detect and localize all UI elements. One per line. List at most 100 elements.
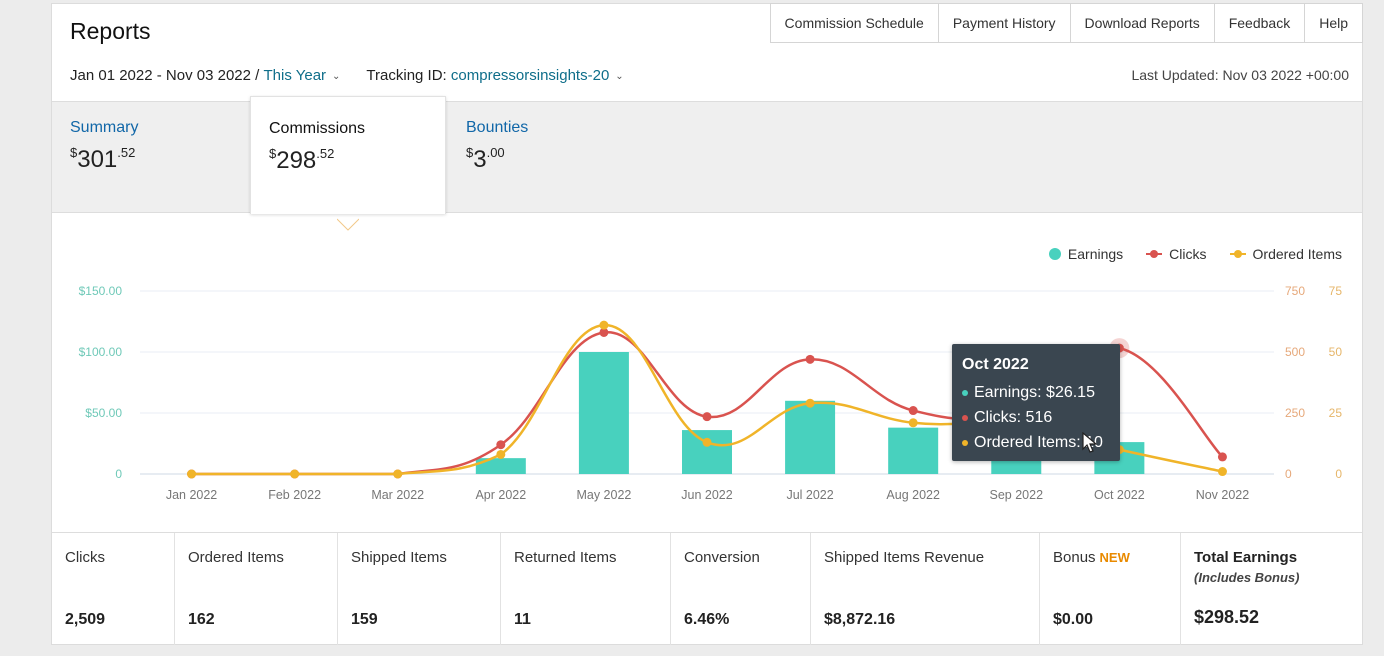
last-updated: Last Updated: Nov 03 2022 +00:00	[1131, 67, 1349, 83]
ordered-items-point	[187, 469, 197, 479]
stat-conversion: Conversion 6.46%	[671, 533, 811, 645]
stat-value: $8,872.16	[824, 611, 896, 628]
y-right2-tick-label: 75	[1329, 284, 1343, 298]
summary-tabs: Summary $301.52 Commissions $298.52 Boun…	[52, 96, 1362, 214]
y-left-tick-label: 0	[115, 467, 122, 481]
tab-label: Commissions	[269, 120, 366, 137]
date-separator: /	[250, 67, 264, 84]
earnings-chart: Earnings Clicks Ordered Items 0 $50.00 $10…	[52, 214, 1362, 534]
x-tick-label: Nov 2022	[1196, 488, 1250, 502]
legend-earnings[interactable]: Earnings	[1048, 246, 1123, 262]
chevron-down-icon[interactable]: ⌄	[615, 71, 624, 82]
top-nav: Commission Schedule Payment History Down…	[769, 3, 1363, 43]
download-reports-link[interactable]: Download Reports	[1070, 3, 1215, 43]
feedback-link[interactable]: Feedback	[1214, 3, 1306, 43]
stat-total-earnings: Total Earnings (Includes Bonus) $298.52	[1181, 533, 1362, 645]
chart-plot: 0 $50.00 $100.00 $150.00 0 250 500 750 0 25 50 75 Ja…	[79, 284, 1343, 502]
tab-summary[interactable]: Summary $301.52	[52, 102, 248, 214]
y-right-tick-label: 0	[1285, 467, 1292, 481]
y-left-tick-label: $50.00	[85, 406, 122, 420]
stat-returned-items: Returned Items 11	[501, 533, 671, 645]
legend-label: Earnings	[1067, 246, 1124, 262]
x-tick-label: May 2022	[576, 488, 631, 502]
stat-label: Conversion	[684, 549, 760, 566]
clicks-point	[1217, 452, 1227, 462]
help-link[interactable]: Help	[1305, 3, 1363, 43]
legend-label: Ordered Items	[1252, 246, 1342, 262]
x-tick-label: Sep 2022	[990, 488, 1044, 502]
ordered-items-point	[393, 469, 403, 479]
stat-value: 11	[514, 611, 531, 628]
stat-label: Bonus NEW	[1053, 549, 1130, 566]
y-right2-tick-label: 0	[1335, 467, 1342, 481]
stat-bonus: Bonus NEW $0.00	[1040, 533, 1181, 645]
x-tick-label: Mar 2022	[371, 488, 424, 502]
legend-clicks[interactable]: Clicks	[1145, 246, 1207, 262]
y-right2-tick-label: 25	[1329, 406, 1343, 420]
stat-ordered-items: Ordered Items 162	[175, 533, 338, 645]
x-tick-label: Jul 2022	[786, 488, 833, 502]
page-title: Reports	[70, 18, 151, 44]
stat-value: 2,509	[65, 611, 106, 628]
stats-bar: Clicks 2,509 Ordered Items 162 Shipped I…	[52, 532, 1362, 645]
clicks-point	[599, 327, 609, 337]
y-right2-tick-label: 50	[1329, 345, 1343, 359]
ordered-items-point	[1217, 467, 1227, 477]
earnings-dot-icon	[1048, 248, 1061, 260]
clicks-line-icon	[1146, 250, 1163, 258]
earnings-bar	[785, 400, 836, 474]
filter-row: Jan 01 2022 - Nov 03 2022 / This Year ⌄ …	[70, 67, 650, 84]
stat-value: 159	[351, 611, 378, 628]
ordered-items-point	[805, 398, 815, 408]
payment-history-link[interactable]: Payment History	[938, 3, 1071, 43]
stat-label: Returned Items	[514, 549, 617, 566]
chart-tooltip: Oct 2022 Earnings: $26.15 Clicks: 516 Or…	[952, 344, 1120, 461]
tooltip-row-ordered-items: Ordered Items: 10	[962, 430, 1110, 455]
stat-value: $298.52	[1194, 607, 1260, 627]
tracking-label: Tracking ID:	[366, 67, 451, 84]
x-tick-label: Jan 2022	[166, 488, 217, 502]
new-badge: NEW	[1099, 550, 1130, 565]
y-right-tick-label: 500	[1285, 345, 1305, 359]
stat-value: 162	[188, 611, 215, 628]
tab-commissions[interactable]: Commissions $298.52	[250, 96, 446, 214]
commission-schedule-link[interactable]: Commission Schedule	[769, 3, 939, 43]
clicks-point	[908, 406, 918, 416]
tab-amount: $298.52	[269, 146, 335, 174]
stat-value: 6.46%	[684, 611, 730, 628]
legend-label: Clicks	[1169, 246, 1207, 262]
tab-bounties[interactable]: Bounties $3.00	[448, 102, 644, 214]
tab-amount: $3.00	[466, 145, 505, 173]
stat-sublabel: (Includes Bonus)	[1194, 570, 1300, 585]
clicks-point	[496, 440, 506, 450]
tab-label: Summary	[70, 119, 139, 136]
y-left-tick-label: $100.00	[79, 345, 123, 359]
date-range: Jan 01 2022 - Nov 03 2022	[70, 67, 251, 84]
tab-amount: $301.52	[70, 145, 136, 173]
stat-shipped-items: Shipped Items 159	[338, 533, 501, 645]
y-right-tick-label: 250	[1285, 406, 1305, 420]
legend-ordered-items[interactable]: Ordered Items	[1229, 246, 1342, 262]
clicks-point	[805, 354, 815, 364]
period-dropdown[interactable]: This Year	[263, 67, 327, 84]
mouse-cursor-icon	[1082, 432, 1098, 453]
y-right-tick-label: 750	[1285, 284, 1305, 298]
earnings-bar	[578, 352, 629, 474]
ordered-items-point	[599, 320, 609, 330]
ordered-items-point	[496, 449, 506, 459]
x-tick-label: Oct 2022	[1094, 488, 1145, 502]
ordered-items-point	[702, 437, 712, 447]
tracking-id-dropdown[interactable]: compressorsinsights-20	[450, 67, 610, 84]
x-tick-label: Aug 2022	[886, 488, 940, 502]
y-left-tick-label: $150.00	[79, 284, 123, 298]
stat-label: Shipped Items Revenue	[824, 549, 985, 566]
earnings-bar	[682, 430, 732, 474]
ordered-items-point	[290, 469, 300, 479]
active-tab-pointer	[337, 218, 359, 231]
stat-label: Clicks	[65, 549, 105, 566]
stat-label: Total Earnings	[1194, 549, 1298, 566]
chevron-down-icon[interactable]: ⌄	[332, 71, 341, 82]
tooltip-row-earnings: Earnings: $26.15	[962, 380, 1110, 405]
x-tick-label: Feb 2022	[268, 488, 321, 502]
tab-label: Bounties	[466, 119, 529, 136]
